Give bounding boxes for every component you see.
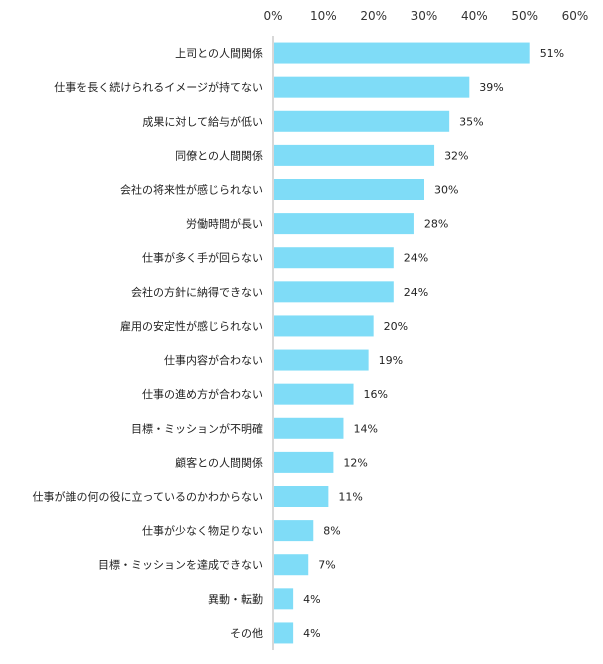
- data-label: 16%: [364, 388, 388, 401]
- bar: [274, 451, 334, 473]
- category-label: 上司との人間関係: [175, 47, 263, 60]
- category-label: 会社の将来性が感じられない: [120, 183, 263, 197]
- data-label: 32%: [444, 149, 468, 162]
- bars-group: 上司との人間関係 51% 仕事を長く続けられるイメージが持てない 39% 成果に対して給…: [33, 42, 564, 644]
- bar: [274, 76, 470, 98]
- bar: [274, 486, 329, 507]
- bar: [274, 144, 435, 166]
- bar: [274, 179, 424, 200]
- category-label: 仕事が多く手が回らない: [142, 251, 263, 265]
- bar: [274, 554, 309, 576]
- category-label: 仕事が誰の何の役に立っているのかわからない: [33, 490, 263, 504]
- bar: [274, 520, 314, 542]
- category-label: 異動・転勤: [208, 592, 263, 606]
- x-tick-label: 0%: [263, 9, 282, 23]
- data-label: 7%: [318, 559, 335, 572]
- x-tick-label: 30%: [411, 9, 438, 23]
- x-tick-label: 20%: [360, 9, 387, 23]
- bar: [274, 622, 294, 644]
- category-label: その他: [230, 627, 263, 640]
- category-label: 雇用の安定性が感じられない: [120, 319, 263, 333]
- data-label: 8%: [323, 525, 340, 538]
- data-label: 51%: [540, 47, 564, 60]
- category-label: 同僚との人間関係: [175, 149, 263, 162]
- data-label: 4%: [303, 593, 320, 606]
- x-tick-label: 10%: [310, 9, 337, 23]
- category-label: 目標・ミッションを達成できない: [98, 558, 263, 572]
- bar: [274, 213, 414, 235]
- data-label: 11%: [338, 491, 362, 504]
- x-tick-label: 40%: [461, 9, 488, 23]
- data-label: 39%: [479, 81, 503, 94]
- category-label: 仕事が少なく物足りない: [142, 524, 263, 538]
- data-label: 35%: [459, 115, 483, 128]
- bar: [274, 349, 369, 371]
- bar: [274, 281, 394, 303]
- category-label: 会社の方針に納得できない: [131, 285, 263, 299]
- bar: [274, 42, 530, 64]
- data-label: 24%: [404, 252, 428, 265]
- category-label: 仕事を長く続けられるイメージが持てない: [54, 80, 263, 94]
- x-axis: 0% 10% 20% 30% 40% 50% 60%: [263, 9, 588, 23]
- bar: [274, 417, 344, 439]
- data-label: 30%: [434, 184, 458, 197]
- category-label: 目標・ミッションが不明確: [131, 421, 263, 435]
- data-label: 4%: [303, 627, 320, 640]
- data-label: 12%: [343, 456, 367, 469]
- category-label: 仕事内容が合わない: [164, 353, 263, 367]
- x-tick-label: 50%: [511, 9, 538, 23]
- bar: [274, 588, 294, 610]
- data-label: 28%: [424, 218, 448, 231]
- bar: [274, 247, 394, 269]
- bar: [274, 315, 374, 337]
- x-tick-label: 60%: [562, 9, 589, 23]
- category-label: 仕事の進め方が合わない: [142, 387, 263, 401]
- bar: [274, 110, 450, 132]
- data-label: 20%: [384, 320, 408, 333]
- bar: [274, 383, 354, 405]
- data-label: 24%: [404, 286, 428, 299]
- data-label: 14%: [353, 422, 377, 435]
- data-label: 19%: [379, 354, 403, 367]
- category-label: 労働時間が長い: [186, 217, 263, 231]
- category-label: 顧客との人間関係: [175, 455, 263, 469]
- category-label: 成果に対して給与が低い: [142, 114, 263, 128]
